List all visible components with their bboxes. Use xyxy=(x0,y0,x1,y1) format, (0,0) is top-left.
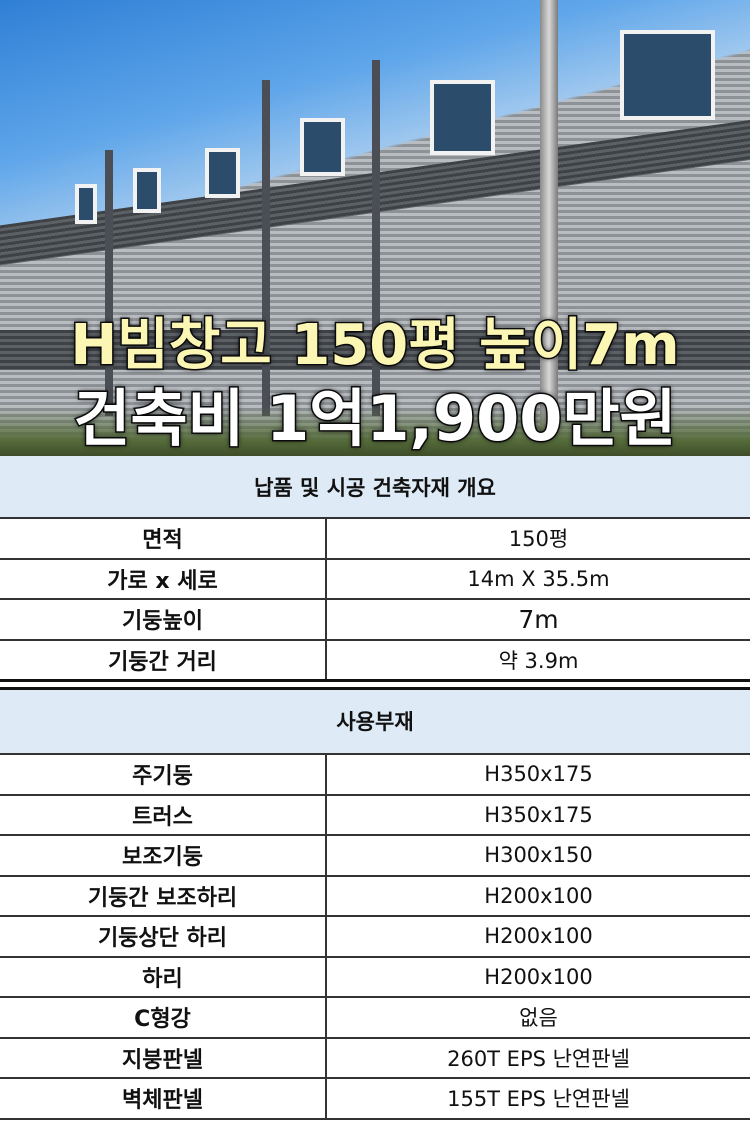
table-row: 보조기둥 H300x150 xyxy=(0,835,750,877)
table-row: 하리 H200x100 xyxy=(0,956,750,998)
window xyxy=(620,30,715,120)
row-value: H350x175 xyxy=(326,794,750,836)
window xyxy=(133,168,161,213)
column xyxy=(105,150,113,416)
spec-table: 납품 및 시공 건축자재 개요 면적 150평 가로 x 세로 14m X 35.5… xyxy=(0,456,750,1120)
row-value: H200x100 xyxy=(326,916,750,958)
row-value: H350x175 xyxy=(326,754,750,796)
row-label: 기둥간 거리 xyxy=(0,639,327,681)
row-label: C형강 xyxy=(0,997,327,1039)
row-label: 기둥간 보조하리 xyxy=(0,875,327,917)
table-row: 지붕판넬 260T EPS 난연판넬 xyxy=(0,1037,750,1079)
row-value: 150평 xyxy=(326,518,750,560)
banner-price: 건축비 1억1,900만원 xyxy=(72,381,678,457)
row-label: 트러스 xyxy=(0,794,327,836)
row-value: H200x100 xyxy=(326,956,750,998)
utility-pole xyxy=(540,0,558,456)
row-label: 지붕판넬 xyxy=(0,1037,327,1079)
row-label: 기둥상단 하리 xyxy=(0,916,327,958)
grass xyxy=(0,406,750,456)
row-value: 14m X 35.5m xyxy=(326,558,750,600)
row-value: 260T EPS 난연판넬 xyxy=(326,1037,750,1079)
row-value: H300x150 xyxy=(326,835,750,877)
window xyxy=(430,80,495,155)
column xyxy=(262,80,270,416)
row-label: 하리 xyxy=(0,956,327,998)
window xyxy=(300,118,345,176)
row-value: 7m xyxy=(326,599,750,641)
column xyxy=(372,60,380,416)
row-value: 약 3.9m xyxy=(326,639,750,681)
table-row: 주기둥 H350x175 xyxy=(0,754,750,796)
table-row: 기둥간 보조하리 H200x100 xyxy=(0,875,750,917)
divider xyxy=(0,678,750,690)
window xyxy=(205,148,240,198)
table-row: 가로 x 세로 14m X 35.5m xyxy=(0,558,750,600)
overview-header: 납품 및 시공 건축자재 개요 xyxy=(0,456,750,519)
window xyxy=(75,184,97,224)
row-label: 보조기둥 xyxy=(0,835,327,877)
table-row: 기둥간 거리 약 3.9m xyxy=(0,639,750,681)
materials-title: 사용부재 xyxy=(0,688,750,755)
row-label: 기둥높이 xyxy=(0,599,327,641)
table-row: 기둥상단 하리 H200x100 xyxy=(0,916,750,958)
banner-title: H빔창고 150평 높이7m xyxy=(69,312,681,380)
warehouse-photo: H빔창고 150평 높이7m 건축비 1억1,900만원 xyxy=(0,0,750,456)
row-label: 면적 xyxy=(0,518,327,560)
row-value: 없음 xyxy=(326,997,750,1039)
table-row: 벽체판넬 155T EPS 난연판넬 xyxy=(0,1078,750,1120)
row-value: 155T EPS 난연판넬 xyxy=(326,1078,750,1120)
row-label: 벽체판넬 xyxy=(0,1078,327,1120)
overview-title: 납품 및 시공 건축자재 개요 xyxy=(0,456,750,519)
row-label: 가로 x 세로 xyxy=(0,558,327,600)
table-row: C형강 없음 xyxy=(0,997,750,1039)
table-row: 면적 150평 xyxy=(0,518,750,560)
table-row: 트러스 H350x175 xyxy=(0,794,750,836)
row-value: H200x100 xyxy=(326,875,750,917)
table-row: 기둥높이 7m xyxy=(0,599,750,641)
materials-header: 사용부재 xyxy=(0,688,750,755)
row-label: 주기둥 xyxy=(0,754,327,796)
